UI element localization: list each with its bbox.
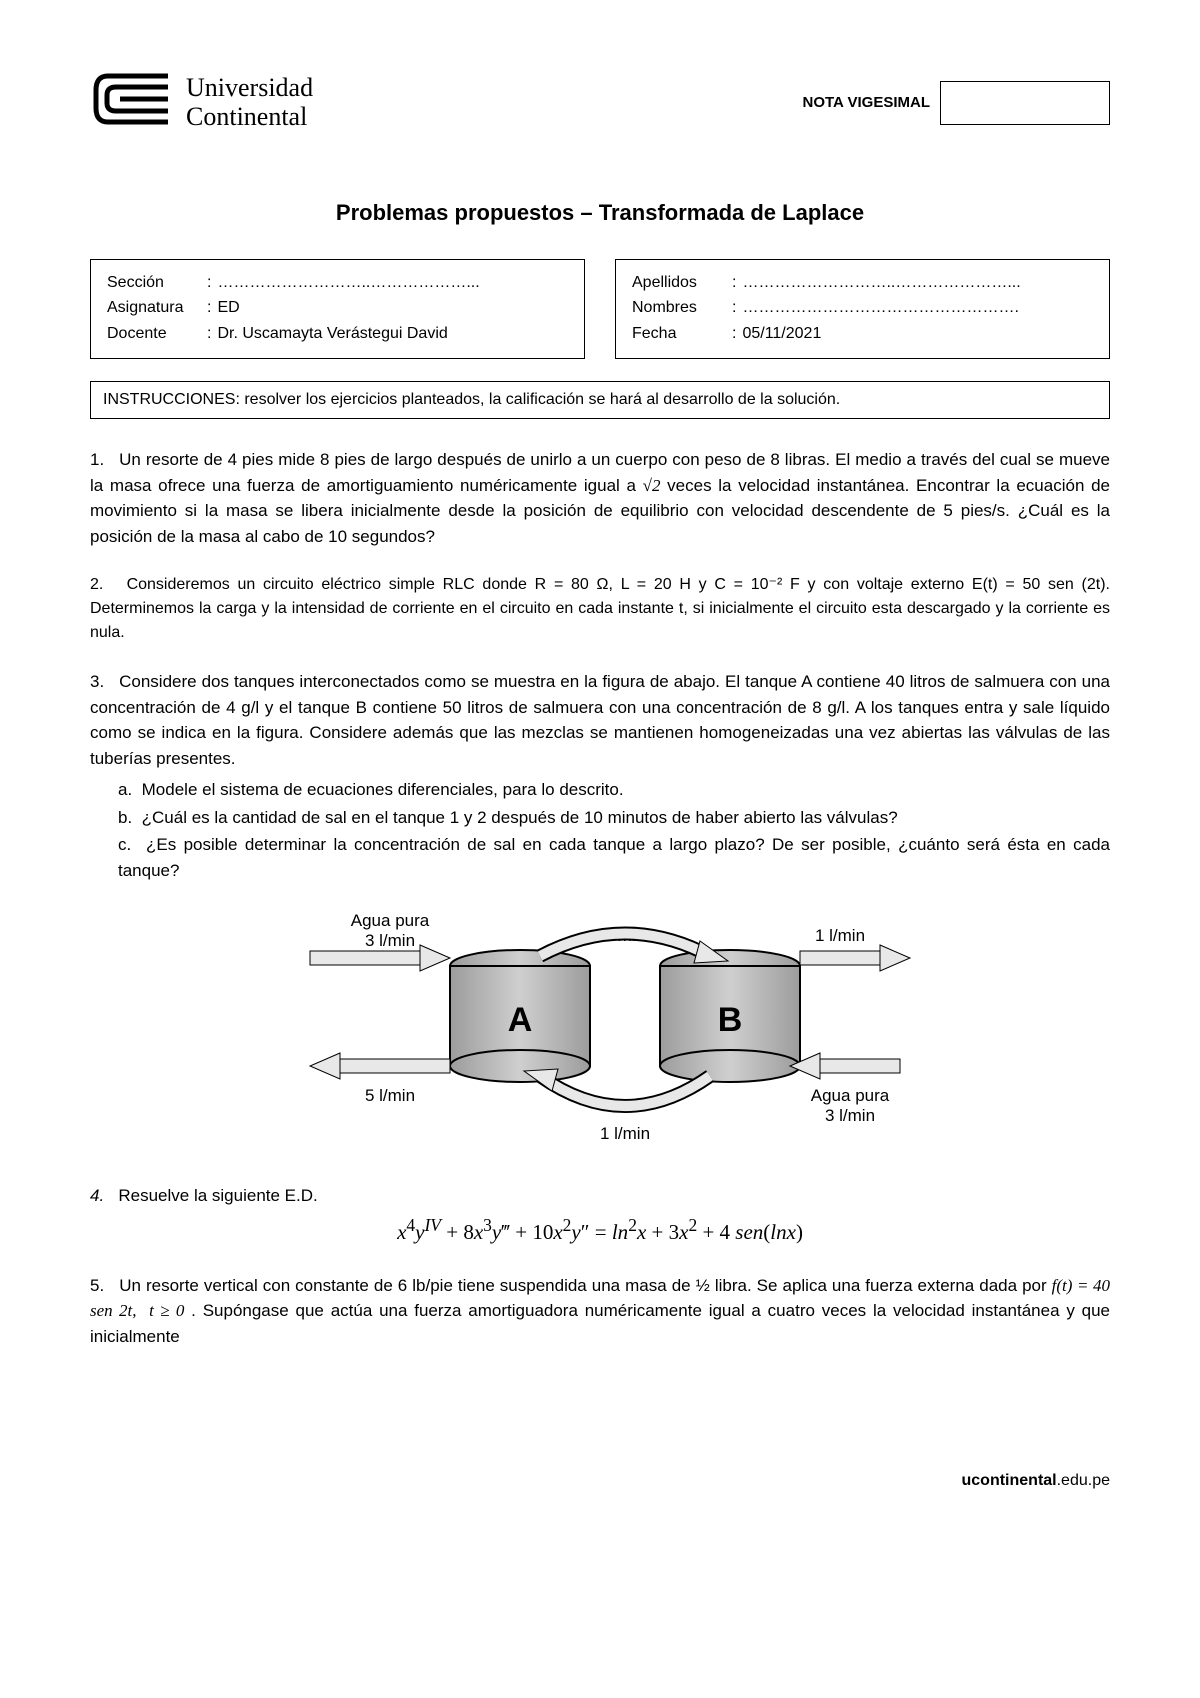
fig-rate-1-bottom: 1 l/min bbox=[600, 1124, 650, 1143]
svg-text:A: A bbox=[508, 1001, 533, 1039]
fecha-key: Fecha bbox=[632, 321, 732, 347]
arrow-out-right-icon bbox=[800, 945, 910, 971]
problem-1-num: 1. bbox=[90, 450, 104, 469]
sub-a-key: a. bbox=[118, 780, 132, 799]
tanks-figure: Agua pura 3 l/min 3 l/min 1 l/min A bbox=[90, 901, 1110, 1159]
problem-5: 5. Un resorte vertical con constante de … bbox=[90, 1273, 1110, 1350]
university-logo-icon bbox=[90, 70, 170, 136]
svg-text:B: B bbox=[718, 1001, 743, 1039]
tank-b-icon: B bbox=[660, 950, 800, 1082]
problem-1: 1. Un resorte de 4 pies mide 8 pies de l… bbox=[90, 447, 1110, 549]
apellidos-value: ………………………..…………………... bbox=[742, 270, 1020, 296]
asignatura-value: ED bbox=[217, 295, 239, 321]
problem-3: 3. Considere dos tanques interconectados… bbox=[90, 669, 1110, 1159]
arrow-in-right-icon bbox=[790, 1053, 900, 1079]
problem-5-text-b: . Supóngase que actúa una fuerza amortig… bbox=[90, 1301, 1110, 1346]
fig-agua-pura-1: Agua pura bbox=[351, 911, 430, 930]
grade-box: NOTA VIGESIMAL bbox=[803, 81, 1111, 125]
problem-3-c: c. ¿Es posible determinar la concentraci… bbox=[118, 832, 1110, 883]
problem-4-text: Resuelve la siguiente E.D. bbox=[118, 1186, 317, 1205]
footer-domain-bold: ucontinental bbox=[962, 1472, 1057, 1489]
sub-b-text: ¿Cuál es la cantidad de sal en el tanque… bbox=[142, 808, 898, 827]
grade-label: NOTA VIGESIMAL bbox=[803, 92, 931, 115]
header: Universidad Continental NOTA VIGESIMAL bbox=[90, 70, 1110, 136]
footer: ucontinental.edu.pe bbox=[90, 1469, 1110, 1493]
nombres-value: ……………………………………………. bbox=[742, 295, 1018, 321]
university-line1: Universidad bbox=[186, 74, 313, 103]
fig-rate-3-in: 3 l/min bbox=[365, 931, 415, 950]
problem-4-num: 4. bbox=[90, 1186, 104, 1205]
problem-2: 2. Consideremos un circuito eléctrico si… bbox=[90, 573, 1110, 645]
sub-b-key: b. bbox=[118, 808, 132, 827]
problems-list: 1. Un resorte de 4 pies mide 8 pies de l… bbox=[90, 447, 1110, 1349]
problem-4: 4. Resuelve la siguiente E.D. x4yIV + 8x… bbox=[90, 1183, 1110, 1249]
university-block: Universidad Continental bbox=[90, 70, 313, 136]
instructions-box: INSTRUCCIONES: resolver los ejercicios p… bbox=[90, 381, 1110, 419]
grade-input-rect[interactable] bbox=[940, 81, 1110, 125]
arrow-out-left-icon bbox=[310, 1053, 450, 1079]
apellidos-key: Apellidos bbox=[632, 270, 732, 296]
problem-3-b: b. ¿Cuál es la cantidad de sal en el tan… bbox=[118, 805, 1110, 831]
problem-2-text: Consideremos un circuito eléctrico simpl… bbox=[90, 576, 1110, 641]
sub-c-key: c. bbox=[118, 835, 131, 854]
problem-4-equation: x4yIV + 8x3y‴ + 10x2y″ = ln2x + 3x2 + 4 … bbox=[90, 1212, 1110, 1249]
asignatura-key: Asignatura bbox=[107, 295, 207, 321]
seccion-key: Sección bbox=[107, 270, 207, 296]
info-box-right: Apellidos:………………………..…………………... Nombres:… bbox=[615, 259, 1110, 360]
fig-rate-1-out: 1 l/min bbox=[815, 926, 865, 945]
tank-a-icon: A bbox=[450, 950, 590, 1082]
problem-5-text-a: Un resorte vertical con constante de 6 l… bbox=[119, 1276, 1051, 1295]
docente-value: Dr. Uscamayta Verástegui David bbox=[217, 321, 447, 347]
problem-5-num: 5. bbox=[90, 1276, 104, 1295]
fig-rate-3-right: 3 l/min bbox=[825, 1106, 875, 1125]
fig-rate-5: 5 l/min bbox=[365, 1086, 415, 1105]
sqrt2: √2 bbox=[643, 476, 661, 495]
problem-3-num: 3. bbox=[90, 672, 104, 691]
sub-a-text: Modele el sistema de ecuaciones diferenc… bbox=[142, 780, 624, 799]
fig-agua-pura-2: Agua pura bbox=[811, 1086, 890, 1105]
sub-c-text: ¿Es posible determinar la concentración … bbox=[118, 835, 1110, 880]
footer-domain-rest: .edu.pe bbox=[1057, 1472, 1110, 1489]
problem-3-a: a. Modele el sistema de ecuaciones difer… bbox=[118, 777, 1110, 803]
university-line2: Continental bbox=[186, 103, 313, 132]
nombres-key: Nombres bbox=[632, 295, 732, 321]
problem-2-num: 2. bbox=[90, 576, 103, 593]
docente-key: Docente bbox=[107, 321, 207, 347]
problem-3-text: Considere dos tanques interconectados co… bbox=[90, 672, 1110, 768]
page-title: Problemas propuestos – Transformada de L… bbox=[90, 196, 1110, 229]
fecha-value: 05/11/2021 bbox=[742, 321, 821, 347]
info-row: Sección:………………………..………………... Asignatura:… bbox=[90, 259, 1110, 360]
info-box-left: Sección:………………………..………………... Asignatura:… bbox=[90, 259, 585, 360]
university-name: Universidad Continental bbox=[186, 74, 313, 131]
seccion-value: ………………………..………………... bbox=[217, 270, 479, 296]
problem-3-subs: a. Modele el sistema de ecuaciones difer… bbox=[90, 777, 1110, 883]
